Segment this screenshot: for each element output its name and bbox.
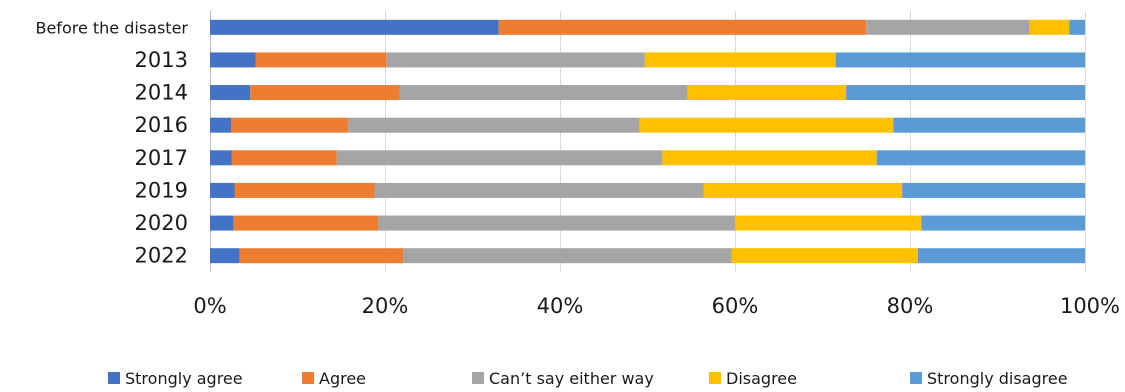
bar-before-the-disaster-can-t-say-either-way — [866, 19, 1029, 35]
category-label-2014: 2014 — [135, 81, 188, 105]
bar-2020-strongly-agree — [210, 215, 234, 231]
bar-2022-disagree — [731, 248, 918, 264]
bar-before-the-disaster-strongly-disagree — [1069, 19, 1085, 35]
bar-before-the-disaster-agree — [498, 19, 867, 35]
legend-label-agree: Agree — [319, 369, 366, 388]
category-label-2019: 2019 — [135, 178, 188, 202]
bar-2014-can-t-say-either-way — [399, 85, 688, 101]
bars — [210, 19, 1086, 264]
bar-2020-disagree — [735, 215, 922, 231]
category-label-2022: 2022 — [135, 244, 188, 268]
bar-2019-agree — [234, 182, 375, 198]
x-tick-label-4: 80% — [887, 294, 934, 318]
bar-2013-disagree — [644, 52, 836, 68]
bar-2017-agree — [231, 150, 337, 166]
bar-2016-strongly-disagree — [893, 117, 1085, 133]
legend: Strongly agree Agree Can’t say either way D… — [108, 369, 1068, 388]
bar-2019-strongly-disagree — [902, 182, 1086, 198]
category-labels: Before the disaster 2013 2014 2016 2017 2019 2… — [35, 18, 188, 267]
bar-2013-strongly-agree — [210, 52, 256, 68]
legend-label-strongly-agree: Strongly agree — [125, 369, 243, 388]
legend-swatch-strongly-disagree — [910, 372, 922, 384]
bar-2013-agree — [255, 52, 387, 68]
x-tick-label-1: 20% — [362, 294, 409, 318]
legend-swatch-agree — [302, 372, 314, 384]
bar-2016-can-t-say-either-way — [348, 117, 640, 133]
category-label-2020: 2020 — [135, 211, 188, 235]
x-tick-label-0: 0% — [193, 294, 226, 318]
category-label-2013: 2013 — [135, 48, 188, 72]
bar-2019-can-t-say-either-way — [374, 182, 704, 198]
legend-label-strongly-disagree: Strongly disagree — [927, 369, 1068, 388]
bar-2014-strongly-disagree — [846, 85, 1086, 101]
bar-before-the-disaster-disagree — [1029, 19, 1070, 35]
bar-2013-can-t-say-either-way — [386, 52, 645, 68]
bar-2017-disagree — [662, 150, 877, 166]
bar-2020-agree — [233, 215, 379, 231]
bar-2017-strongly-disagree — [876, 150, 1085, 166]
gridlines — [210, 11, 1086, 272]
bar-2016-strongly-agree — [210, 117, 231, 133]
bar-2020-strongly-disagree — [921, 215, 1086, 231]
bar-2017-can-t-say-either-way — [336, 150, 663, 166]
bar-2022-can-t-say-either-way — [403, 248, 732, 264]
bar-2017-strongly-agree — [210, 150, 232, 166]
category-label-2017: 2017 — [135, 146, 188, 170]
bar-2022-strongly-agree — [210, 248, 240, 264]
category-label-2016: 2016 — [135, 113, 188, 137]
legend-label-can-t-say-either-way: Can’t say either way — [489, 369, 654, 388]
bar-2019-disagree — [703, 182, 903, 198]
bar-before-the-disaster-strongly-agree — [210, 19, 499, 35]
bar-2016-disagree — [639, 117, 894, 133]
legend-swatch-disagree — [709, 372, 721, 384]
bar-2022-agree — [239, 248, 404, 264]
legend-label-disagree: Disagree — [726, 369, 797, 388]
category-label-before-the-disaster: Before the disaster — [35, 18, 188, 37]
x-tick-label-5: 100% — [1060, 294, 1120, 318]
bar-2022-strongly-disagree — [917, 248, 1086, 264]
bar-2019-strongly-agree — [210, 182, 235, 198]
bar-2014-strongly-agree — [210, 85, 251, 101]
bar-2014-disagree — [687, 85, 847, 101]
legend-swatch-strongly-agree — [108, 372, 120, 384]
x-axis-tick-labels: 0% 20% 40% 60% 80% 100% — [193, 294, 1120, 318]
x-tick-label-3: 60% — [712, 294, 759, 318]
legend-swatch-can-t-say-either-way — [472, 372, 484, 384]
bar-2020-can-t-say-either-way — [378, 215, 735, 231]
bar-2013-strongly-disagree — [835, 52, 1086, 68]
bar-2014-agree — [250, 85, 400, 101]
bar-2016-agree — [231, 117, 349, 133]
x-tick-label-2: 40% — [537, 294, 584, 318]
